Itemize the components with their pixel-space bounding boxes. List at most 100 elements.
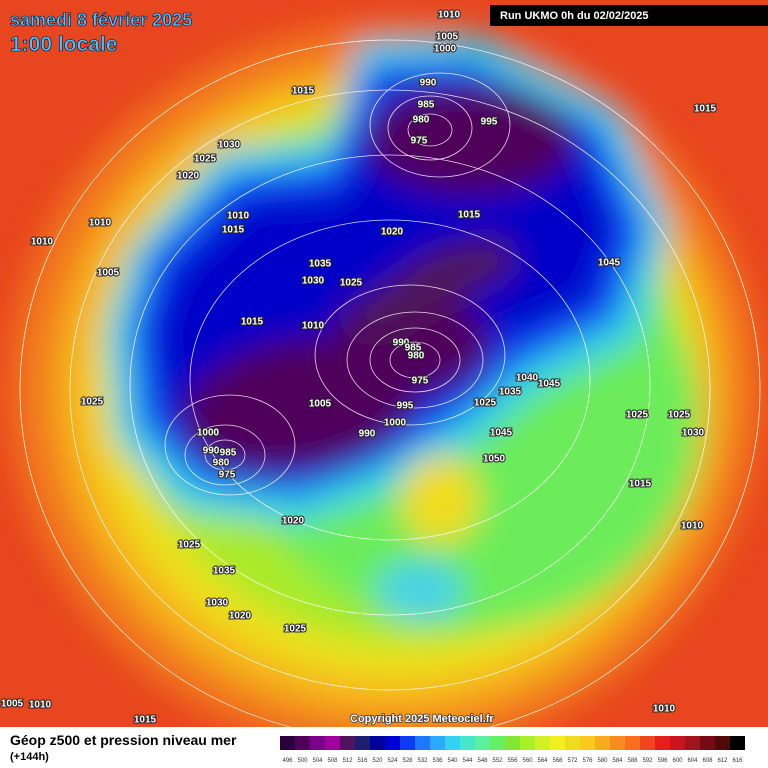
- colorbar-label: 496: [282, 758, 293, 764]
- isobar-label: 1030: [206, 598, 229, 609]
- colorbar-swatch: [550, 736, 565, 750]
- colorbar-label: 616: [732, 758, 743, 764]
- colorbar-swatch: [280, 736, 295, 750]
- isobar-label: 1035: [213, 566, 236, 577]
- isobar-label: 1020: [282, 516, 305, 527]
- isobar-labels: 1010100510001015990985980975995101510301…: [0, 9, 718, 727]
- colorbar-label: 576: [582, 758, 593, 764]
- colorbar-swatch: [610, 736, 625, 750]
- colorbar-swatch: [715, 736, 730, 750]
- colorbar-label: 560: [522, 758, 533, 764]
- copyright: Copyright 2025 Meteociel.fr: [350, 713, 494, 725]
- isobar-label: 1025: [668, 410, 691, 421]
- colorbar-swatch: [700, 736, 715, 750]
- colorbar-label: 600: [672, 758, 683, 764]
- isobar-label: 1025: [626, 410, 649, 421]
- isobar-label: 1025: [340, 278, 363, 289]
- colorbar-swatch: [565, 736, 580, 750]
- isobar-label: 1050: [483, 454, 506, 465]
- colorbar-label: 528: [402, 758, 413, 764]
- colorbar-swatch: [640, 736, 655, 750]
- isobar-label: 1045: [598, 258, 621, 269]
- isobar-label: 1020: [381, 227, 404, 238]
- colorbar-swatch: [490, 736, 505, 750]
- colorbar-label: 596: [657, 758, 668, 764]
- isobar-label: 1035: [309, 259, 332, 270]
- colorbar-label: 540: [447, 758, 458, 764]
- isobar-label: 980: [408, 351, 425, 362]
- colorbar-swatch: [655, 736, 670, 750]
- isobar-label: 1010: [653, 704, 676, 715]
- isobar-label: 1010: [29, 700, 52, 711]
- colorbar-label: 564: [537, 758, 548, 764]
- isobar-label: 1000: [197, 428, 220, 439]
- colorbar-label: 500: [297, 758, 308, 764]
- colorbar-swatch: [430, 736, 445, 750]
- isobar-label: 1020: [229, 611, 252, 622]
- colorbar-swatch: [310, 736, 325, 750]
- isobar-label: 1010: [89, 218, 112, 229]
- colorbar-swatch: [505, 736, 520, 750]
- isobar-label: 1025: [81, 397, 104, 408]
- isobar-label: 1040: [516, 373, 539, 384]
- isobar-label: 990: [203, 446, 220, 457]
- isobar-label: 985: [418, 100, 435, 111]
- colorbar-swatch: [730, 736, 745, 750]
- isobar-label: 1045: [490, 428, 513, 439]
- isobar-label: 980: [213, 458, 230, 469]
- isobar-label: 1025: [194, 154, 217, 165]
- forecast-date: samedi 8 février 2025: [10, 10, 192, 30]
- isobar-label: 975: [412, 376, 429, 387]
- colorbar-label: 548: [477, 758, 488, 764]
- colorbar-label: 612: [717, 758, 728, 764]
- colorbar-label: 568: [552, 758, 563, 764]
- isobar-label: 995: [481, 117, 498, 128]
- isobar-label: 990: [359, 429, 376, 440]
- isobar-label: 975: [219, 470, 236, 481]
- colorbar-swatch: [460, 736, 475, 750]
- colorbar-swatch: [535, 736, 550, 750]
- colorbar-swatch: [475, 736, 490, 750]
- isobar-label: 985: [220, 448, 237, 459]
- isobar-label: 1010: [31, 237, 54, 248]
- colorbar-swatch: [340, 736, 355, 750]
- colorbar-swatch: [295, 736, 310, 750]
- isobar-label: 1045: [538, 379, 561, 390]
- isobar-label: 1030: [682, 428, 705, 439]
- isobar-label: 1015: [629, 479, 652, 490]
- colorbar-label: 588: [627, 758, 638, 764]
- isobar-label: 1025: [284, 624, 307, 635]
- colorbar-label: 532: [417, 758, 428, 764]
- colorbar-swatch: [355, 736, 370, 750]
- colorbar-label: 552: [492, 758, 503, 764]
- isobar-label: 1000: [384, 418, 407, 429]
- colorbar-label: 604: [687, 758, 698, 764]
- run-info: Run UKMO 0h du 02/02/2025: [500, 10, 649, 22]
- colorbar-swatch: [385, 736, 400, 750]
- colorbar-label: 584: [612, 758, 623, 764]
- legend-title: Géop z500 et pression niveau mer: [10, 732, 237, 748]
- isobar-label: 1015: [222, 225, 245, 236]
- isobar-label: 1010: [438, 10, 461, 21]
- isobar-label: 1025: [178, 540, 201, 551]
- isobar-label: 1005: [1, 699, 24, 710]
- colorbar-swatch: [415, 736, 430, 750]
- isobar-label: 1035: [499, 387, 522, 398]
- colorbar-swatch: [445, 736, 460, 750]
- isobar-label: 1030: [218, 140, 241, 151]
- colorbar-swatch: [685, 736, 700, 750]
- isobar-label: 1010: [302, 321, 325, 332]
- isobar-label: 1025: [474, 398, 497, 409]
- isobar-label: 990: [393, 338, 410, 349]
- colorbar-swatch: [325, 736, 340, 750]
- isobar-label: 980: [413, 115, 430, 126]
- isobar-label: 1015: [134, 715, 157, 726]
- colorbar: 496 500 504 508 512 516 520 524 528 532 536 540 544 5…: [280, 736, 745, 764]
- lead-time: (+144h): [10, 751, 49, 763]
- isobar-label: 985: [405, 343, 422, 354]
- colorbar-swatch: [670, 736, 685, 750]
- isobar-label: 975: [411, 136, 428, 147]
- isobar-label: 1005: [309, 399, 332, 410]
- colorbar-label: 508: [327, 758, 338, 764]
